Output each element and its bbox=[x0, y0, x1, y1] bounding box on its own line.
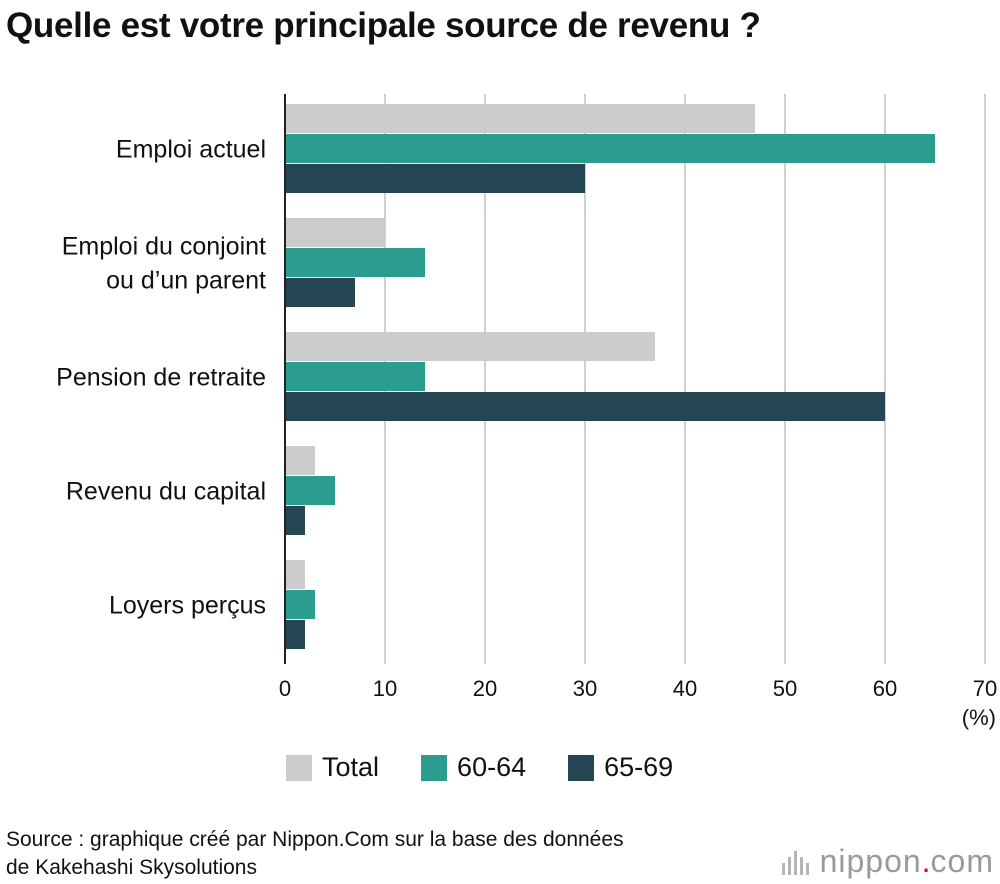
bar-total-2 bbox=[285, 332, 655, 361]
legend-item: 65-69 bbox=[568, 752, 673, 783]
category-label: Pension de retraite bbox=[56, 364, 266, 392]
legend-swatch bbox=[421, 754, 448, 781]
legend-label: 60-64 bbox=[457, 752, 527, 782]
bar-total-1 bbox=[285, 218, 385, 247]
bar-60-64-1 bbox=[285, 248, 425, 277]
nippon-logo: nippon. com bbox=[781, 843, 994, 880]
bar-chart: Emploi actuel Emploi du conjoint ou d’un p… bbox=[56, 94, 997, 701]
bar-60-64-2 bbox=[285, 362, 425, 391]
bar-60-64-0 bbox=[285, 134, 935, 163]
bar-60-64-3 bbox=[285, 476, 335, 505]
chart-title: Quelle est votre principale source de re… bbox=[6, 6, 761, 45]
category-labels: Emploi actuel Emploi du conjoint ou d’un p… bbox=[56, 136, 266, 620]
x-tick-labels: 0 10 20 30 40 50 60 70 bbox=[279, 676, 997, 701]
logo-suffix: com bbox=[930, 843, 994, 879]
x-tick-label: 0 bbox=[279, 676, 291, 701]
legend-label: Total bbox=[322, 752, 380, 782]
x-tick-label: 50 bbox=[773, 676, 797, 701]
legend-label: 65-69 bbox=[604, 752, 674, 782]
x-tick-label: 60 bbox=[873, 676, 897, 701]
x-tick-label: 40 bbox=[673, 676, 697, 701]
source-line-2: de Kakehashi Skysolutions bbox=[6, 856, 257, 879]
legend: Total 60-64 65-69 bbox=[286, 752, 715, 783]
category-label: Loyers perçus bbox=[109, 592, 266, 620]
x-tick-label: 20 bbox=[473, 676, 497, 701]
bar-total-4 bbox=[285, 560, 305, 589]
legend-swatch bbox=[286, 754, 312, 781]
x-tick-label: 30 bbox=[573, 676, 597, 701]
logo-mark-icon bbox=[781, 849, 812, 875]
source-note: Source : graphique créé par Nippon.Com s… bbox=[6, 826, 624, 882]
x-tick-label: 70 bbox=[973, 676, 997, 701]
bar-60-64-4 bbox=[285, 590, 315, 619]
logo-dot: . bbox=[921, 843, 931, 879]
legend-item: 60-64 bbox=[421, 752, 526, 783]
category-label: Emploi actuel bbox=[116, 136, 266, 164]
bar-65-69-3 bbox=[285, 506, 305, 535]
bars bbox=[285, 104, 935, 649]
x-tick-label: 10 bbox=[373, 676, 397, 701]
source-line-1: Source : graphique créé par Nippon.Com s… bbox=[6, 828, 624, 851]
legend-item: Total bbox=[286, 752, 379, 783]
bar-total-0 bbox=[285, 104, 755, 133]
x-axis-unit: (%) bbox=[961, 705, 996, 730]
category-label: Emploi du conjoint ou d’un parent bbox=[62, 233, 266, 295]
bar-65-69-4 bbox=[285, 620, 305, 649]
logo-text: nippon bbox=[819, 843, 922, 879]
category-label: Revenu du capital bbox=[66, 478, 266, 506]
bar-total-3 bbox=[285, 446, 315, 475]
bar-65-69-2 bbox=[285, 392, 885, 421]
bar-65-69-0 bbox=[285, 164, 585, 193]
legend-swatch bbox=[568, 754, 595, 781]
bar-65-69-1 bbox=[285, 278, 355, 307]
